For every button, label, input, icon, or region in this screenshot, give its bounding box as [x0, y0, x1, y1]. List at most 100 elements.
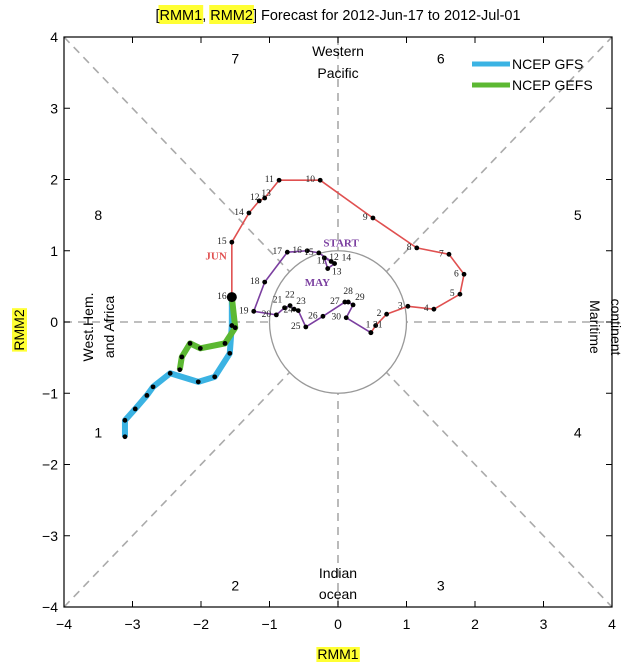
data-point [332, 261, 337, 266]
day-label: 29 [355, 293, 365, 303]
data-point [317, 177, 323, 183]
data-point [316, 250, 322, 256]
phase-label: 1 [94, 424, 102, 440]
forecast-start-point [226, 292, 237, 303]
x-tick-label: 1 [403, 616, 411, 632]
day-label: 13 [261, 189, 271, 199]
data-point [232, 325, 238, 331]
day-label: 6 [454, 269, 459, 279]
t1-highlight [158, 5, 204, 24]
y-tick-label: −1 [42, 385, 58, 401]
data-point [284, 249, 290, 255]
x-tick-label: −3 [125, 616, 141, 632]
day-label: 20 [262, 310, 272, 320]
day-label: 22 [285, 291, 295, 301]
phase-label: 4 [574, 424, 582, 440]
day-label: 17 [273, 247, 283, 257]
legend: NCEP GFS NCEP GEFS [472, 56, 593, 93]
data-point [461, 271, 467, 277]
region-indian-ocean: ocean [319, 586, 357, 602]
day-label: 18 [250, 277, 260, 287]
highlight-layer [12, 5, 360, 662]
day-label: 5 [450, 289, 455, 299]
data-point [276, 177, 282, 183]
series-layer [121, 177, 467, 440]
data-point [304, 248, 310, 254]
day-label: 14 [234, 208, 244, 218]
data-point [343, 315, 349, 321]
data-point [144, 392, 150, 398]
day-label: 16 [217, 292, 227, 302]
data-point [122, 417, 128, 423]
start-label: START [323, 237, 359, 249]
title-part: , [202, 8, 210, 24]
y-tick-label: −4 [42, 599, 58, 615]
day-label: 14 [342, 254, 352, 264]
data-point [246, 210, 252, 216]
day-label: 31 [373, 321, 383, 331]
day-label: 1 [366, 321, 371, 331]
day-label: 11 [317, 256, 326, 266]
phase-label: 2 [231, 578, 239, 594]
data-point [457, 291, 463, 297]
x-axis-label: RMM1 [317, 646, 358, 662]
y-tick-label: 4 [50, 29, 58, 45]
data-point [303, 324, 309, 330]
data-point [177, 367, 183, 373]
data-point [321, 255, 327, 261]
y-tick-label: 2 [50, 172, 58, 188]
data-point [414, 245, 420, 251]
day-label: 7 [439, 249, 444, 259]
day-label: 23 [296, 297, 306, 307]
day-label: 15 [217, 237, 227, 247]
day-label: 16 [292, 246, 302, 256]
ylabel-highlight [12, 308, 27, 352]
region-western-pacific: Pacific [317, 65, 358, 81]
x-tick-label: 3 [540, 616, 548, 632]
x-tick-label: 0 [334, 616, 342, 632]
day-label: 30 [331, 313, 341, 323]
region-indian-ocean: Indian [319, 565, 357, 581]
day-label: 11 [265, 175, 274, 185]
y-tick-label: 3 [50, 100, 58, 116]
phase-dividers [63, 36, 613, 608]
x-tick-label: 2 [471, 616, 479, 632]
data-point [446, 251, 452, 257]
chart-title: [RMM1, RMM2] Forecast for 2012-Jun-17 to… [155, 8, 520, 24]
data-point [256, 198, 262, 204]
data-point [179, 354, 185, 360]
day-label: 12 [250, 193, 260, 203]
data-point [350, 302, 356, 308]
x-tick-label: −2 [193, 616, 209, 632]
data-point [291, 306, 297, 312]
month-label-may: MAY [305, 277, 330, 289]
data-point [295, 308, 301, 313]
region-labels: 12 345678WesternPacificIndianoceanWest.He… [80, 43, 624, 602]
day-label: 25 [291, 322, 301, 332]
legend-label: NCEP GEFS [512, 77, 593, 93]
data-point [273, 312, 279, 318]
day-label: 2 [377, 309, 382, 319]
data-point [342, 299, 348, 305]
data-point [187, 340, 193, 346]
data-point [132, 406, 138, 412]
data-point [405, 303, 411, 309]
data-point [320, 313, 326, 319]
x-tick-label: 4 [608, 616, 616, 632]
title-part: ] Forecast for 2012-Jun-17 to 2012-Jul-0… [253, 8, 521, 24]
day-label: 8 [407, 243, 412, 253]
data-point [328, 259, 334, 264]
x-tick-label: −1 [262, 616, 278, 632]
day-label: 4 [424, 304, 429, 314]
data-point [262, 279, 268, 285]
data-point [150, 384, 156, 390]
data-point [229, 239, 235, 245]
day-label: 15 [304, 248, 314, 258]
day-label: 28 [343, 287, 353, 297]
phase-label: 6 [437, 50, 445, 66]
data-point [345, 299, 351, 305]
data-point [370, 215, 376, 221]
